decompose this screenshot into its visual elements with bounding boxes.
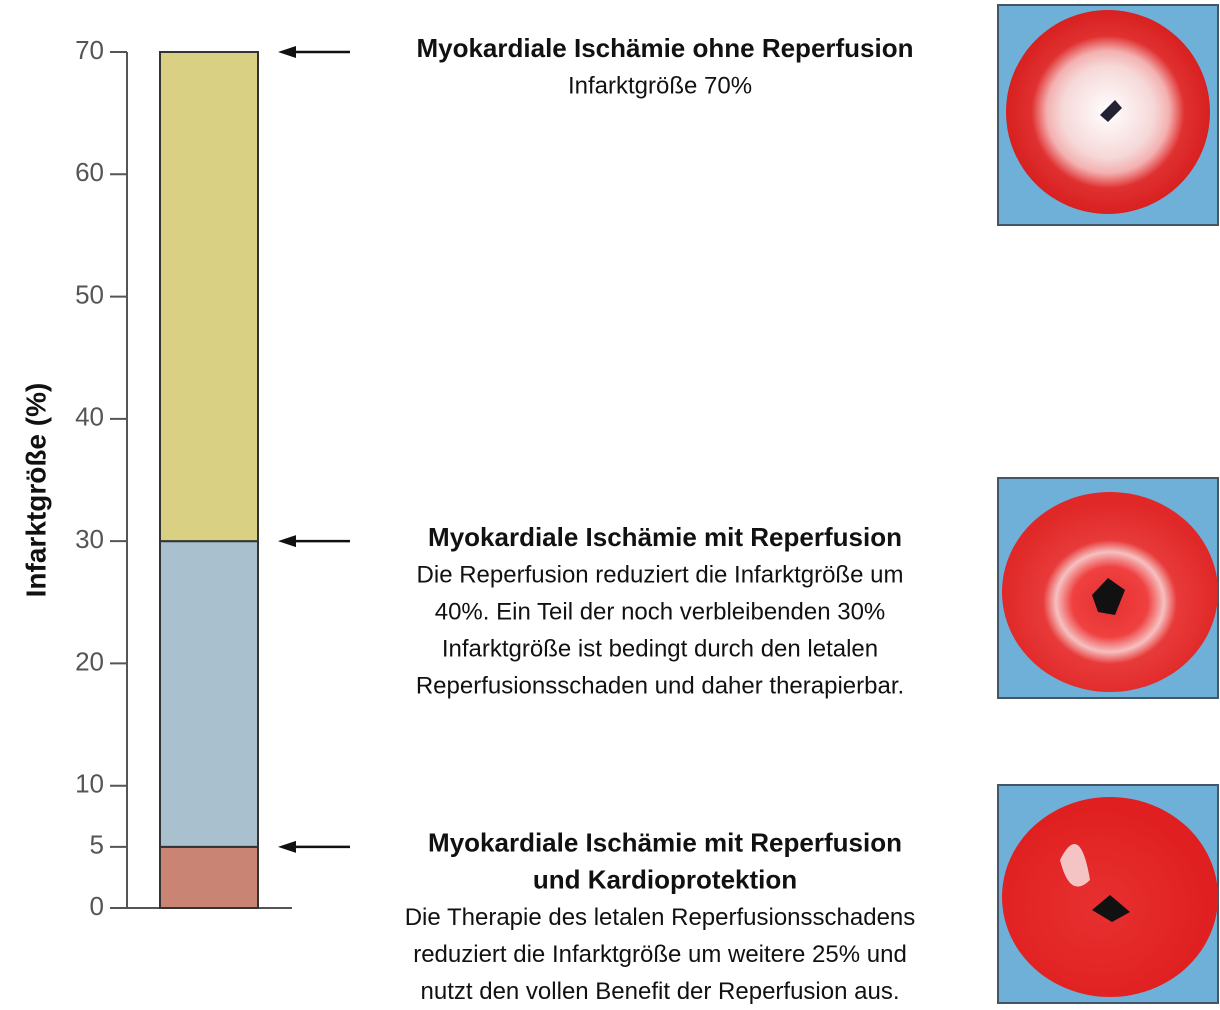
- y-tick-label: 0: [90, 891, 104, 921]
- annotation-text: Infarktgröße ist bedingt durch den letal…: [442, 635, 878, 662]
- chart: Infarktgröße (%) 0 5 10 20 30 40 50 60 70 Myokard…: [0, 0, 1220, 1005]
- arrow-head: [278, 535, 296, 547]
- arrow-head: [278, 46, 296, 58]
- annotation-text: nutzt den vollen Benefit der Reperfusion…: [421, 978, 900, 1005]
- y-tick-label: 60: [75, 157, 104, 187]
- y-tick-label: 20: [75, 646, 104, 676]
- annotation-text: Infarktgröße 70%: [568, 72, 752, 99]
- annotation-text: reduziert die Infarktgröße um weitere 25…: [413, 941, 907, 968]
- bar-segment: [160, 847, 258, 908]
- y-axis-label: Infarktgröße (%): [20, 383, 51, 598]
- arrow-head: [278, 841, 296, 853]
- annotation-text: 40%. Ein Teil der noch verbleibenden 30%: [435, 598, 886, 625]
- heart-image: [998, 478, 1218, 698]
- bar-segment: [160, 541, 258, 847]
- annotation-title: Myokardiale Ischämie mit Reperfusion: [428, 828, 902, 858]
- heart-image: [998, 785, 1218, 1003]
- annotation-title: und Kardioprotektion: [533, 865, 797, 895]
- annotation-text: Die Therapie des letalen Reperfusionssch…: [405, 904, 916, 931]
- annotation-text: Die Reperfusion reduziert die Infarktgrö…: [417, 561, 904, 588]
- annotation-title: Myokardiale Ischämie mit Reperfusion: [428, 522, 902, 552]
- y-tick-label: 40: [75, 402, 104, 432]
- heart-image: [998, 5, 1218, 225]
- y-tick-label: 5: [90, 830, 104, 860]
- y-tick-label: 70: [75, 35, 104, 65]
- annotation-text: Reperfusionsschaden und daher therapierb…: [416, 672, 904, 699]
- annotation-title: Myokardiale Ischämie ohne Reperfusion: [416, 33, 913, 63]
- bar-segment: [160, 52, 258, 541]
- y-tick-label: 10: [75, 769, 104, 799]
- y-tick-label: 50: [75, 279, 104, 309]
- y-tick-label: 30: [75, 524, 104, 554]
